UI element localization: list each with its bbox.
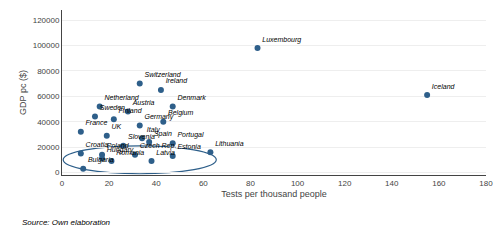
svg-text:100000: 100000 <box>33 41 60 50</box>
svg-text:40: 40 <box>152 179 161 188</box>
svg-text:80000: 80000 <box>37 67 60 76</box>
svg-text:0: 0 <box>55 168 60 177</box>
svg-text:160: 160 <box>432 179 446 188</box>
svg-text:Lithuania: Lithuania <box>215 140 244 147</box>
svg-text:Austria: Austria <box>132 99 155 106</box>
svg-text:80: 80 <box>246 179 255 188</box>
svg-text:Spain: Spain <box>154 130 172 138</box>
svg-text:60: 60 <box>199 179 208 188</box>
svg-text:Ireland: Ireland <box>166 77 189 84</box>
svg-text:Iceland: Iceland <box>432 83 456 90</box>
svg-text:180: 180 <box>479 179 493 188</box>
svg-text:Switzerland: Switzerland <box>144 71 181 78</box>
svg-text:UK: UK <box>112 123 122 130</box>
svg-text:Germany: Germany <box>144 113 173 121</box>
svg-text:Belgium: Belgium <box>168 109 193 117</box>
svg-text:Luxembourg: Luxembourg <box>262 36 301 44</box>
svg-text:0: 0 <box>60 179 65 188</box>
svg-text:Croatia: Croatia <box>86 141 109 148</box>
svg-text:20: 20 <box>105 179 114 188</box>
svg-text:Tests per thousand people: Tests per thousand people <box>221 189 327 199</box>
svg-text:Hungary: Hungary <box>107 146 134 154</box>
svg-text:120: 120 <box>338 179 352 188</box>
svg-text:Portugal: Portugal <box>177 131 204 139</box>
svg-text:Slovenia: Slovenia <box>128 133 155 140</box>
svg-text:140: 140 <box>385 179 399 188</box>
svg-text:GDP pc ($): GDP pc ($) <box>18 70 28 115</box>
svg-text:Italy: Italy <box>147 126 160 134</box>
svg-text:120000: 120000 <box>33 16 60 25</box>
svg-text:Romania: Romania <box>116 149 144 156</box>
svg-text:Sweden: Sweden <box>100 104 125 111</box>
svg-text:Bulgaria: Bulgaria <box>88 156 114 164</box>
svg-text:Czech Rep.: Czech Rep. <box>140 142 177 150</box>
svg-text:Estonia: Estonia <box>177 143 200 150</box>
svg-text:100: 100 <box>291 179 305 188</box>
svg-text:40000: 40000 <box>37 117 60 126</box>
svg-text:Denmark: Denmark <box>177 94 206 101</box>
svg-text:Latvia: Latvia <box>156 149 175 156</box>
svg-text:60000: 60000 <box>37 92 60 101</box>
svg-text:Poland: Poland <box>107 142 130 149</box>
svg-text:France: France <box>86 119 108 126</box>
svg-text:Source: Own elaboration: Source: Own elaboration <box>22 218 111 227</box>
svg-text:20000: 20000 <box>37 143 60 152</box>
svg-text:Finland: Finland <box>119 107 143 114</box>
svg-text:Netherland: Netherland <box>104 94 139 101</box>
